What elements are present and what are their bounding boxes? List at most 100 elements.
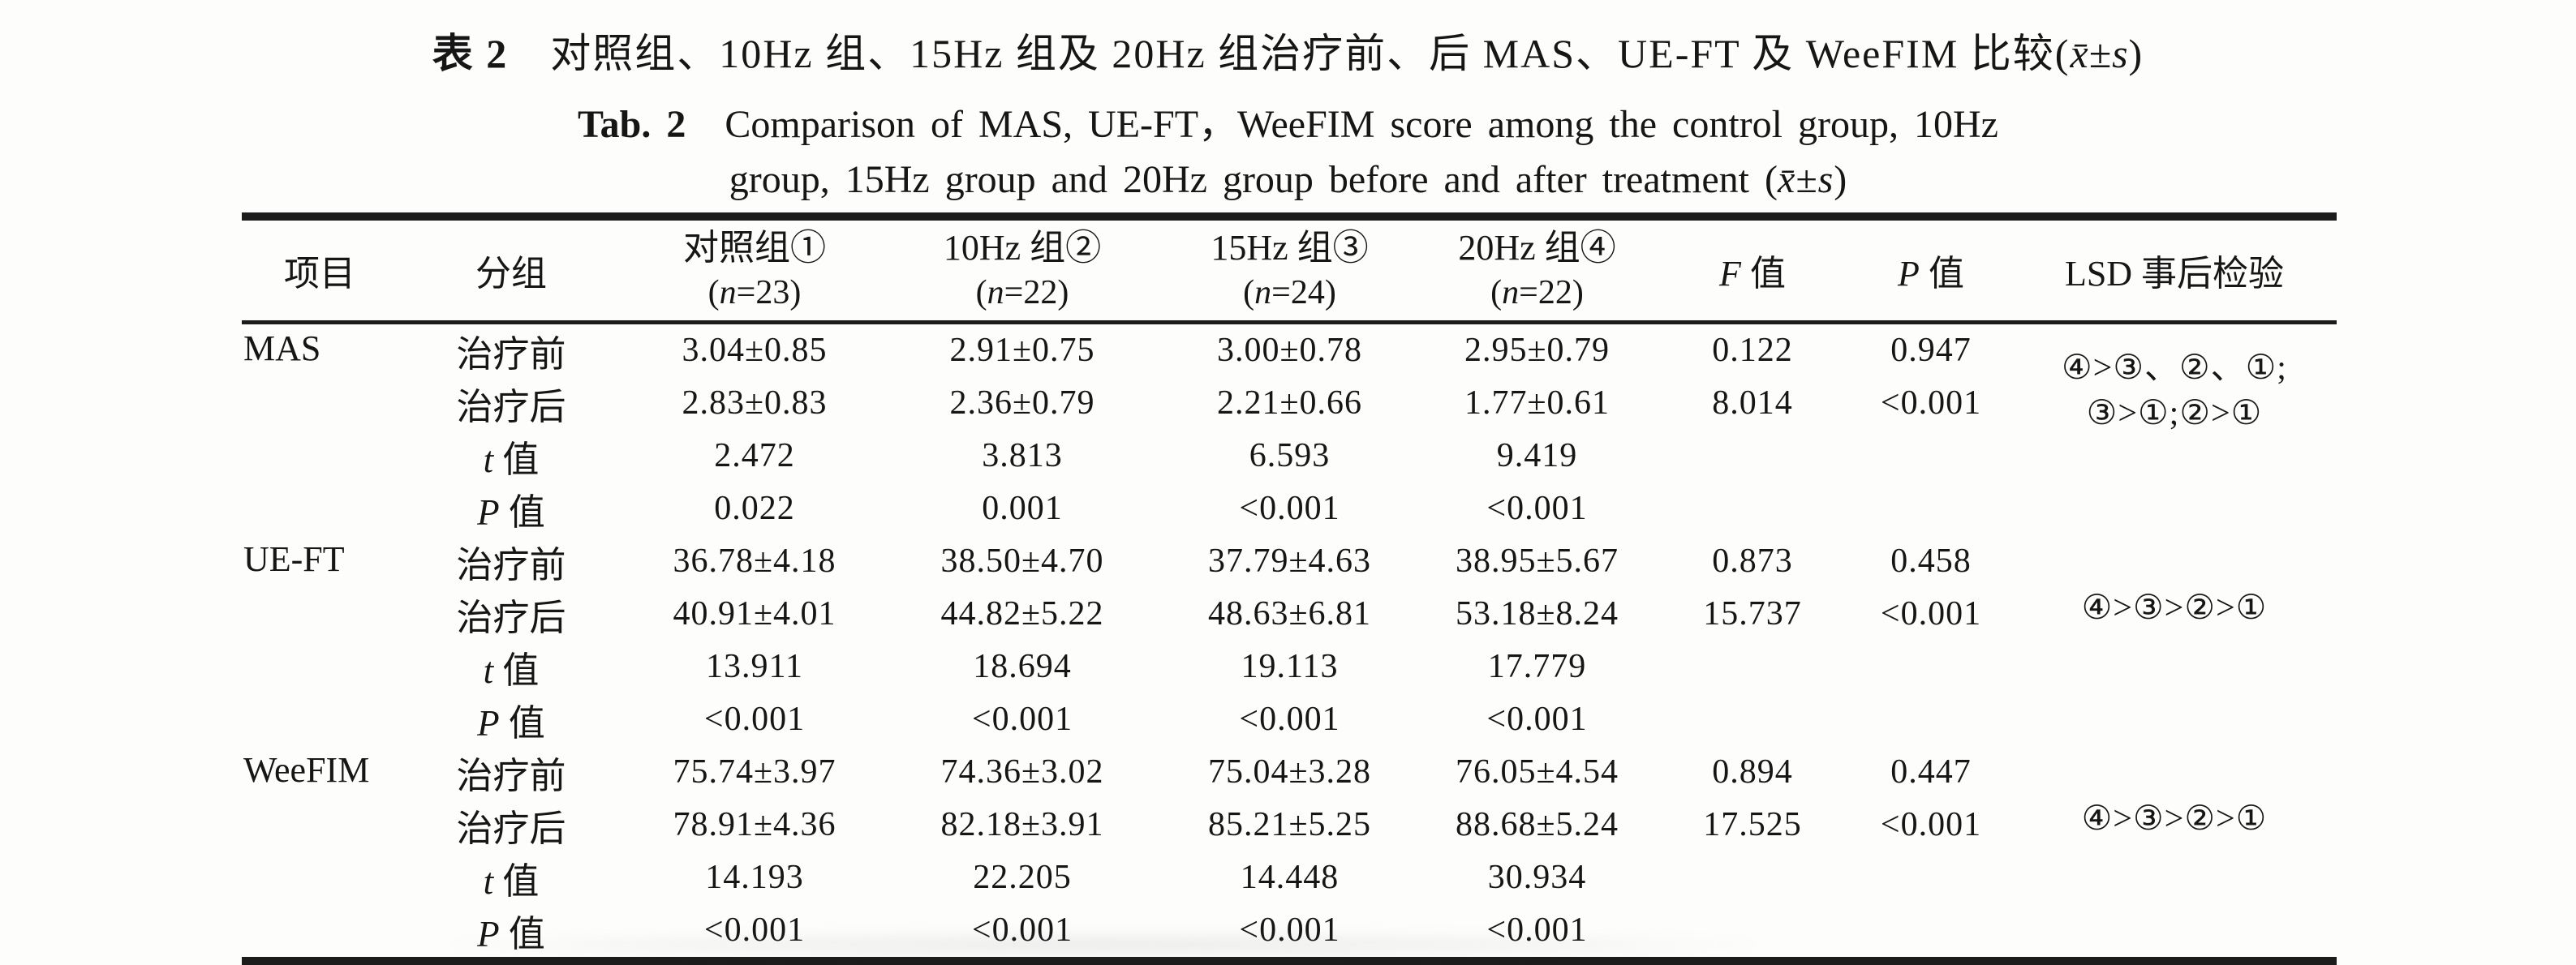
cell-row-label: 治疗后 (456, 808, 566, 849)
cell-row-label: P 值 (477, 913, 545, 954)
cell-value: 2.21±0.66 (1216, 384, 1363, 422)
cell-p-value: 0.458 (1890, 543, 1972, 580)
cell-value: <0.001 (971, 911, 1073, 949)
cell-value: 6.593 (1249, 437, 1331, 474)
cell-item-ueft: UE-FT (243, 538, 345, 579)
table-row: 治疗后 2.83±0.83 2.36±0.79 2.21±0.66 1.77±0… (242, 377, 2337, 430)
cell-p-value (1850, 641, 2012, 693)
cell-f-value (1655, 851, 1850, 904)
cell-value: 2.95±0.79 (1464, 332, 1611, 369)
cell-value: 30.934 (1487, 859, 1587, 896)
cell-lsd-mas: ④>③、②、①; ③>①;②>① (2012, 322, 2337, 535)
col-header-control-n: (n=23) (707, 274, 802, 312)
col-header-20hz-n: (n=22) (1490, 274, 1584, 312)
cell-row-label: P 值 (477, 491, 545, 533)
cell-value: 0.022 (714, 490, 795, 527)
col-header-item: 项目 (242, 217, 398, 324)
cell-value: 48.63±6.81 (1207, 595, 1372, 633)
col-header-control-group: 对照组① (n=23) (625, 217, 884, 324)
comparison-table: 项目 分组 对照组① (n=23) 10Hz 组② (n=22) 15Hz 组③… (242, 212, 2337, 965)
cell-f-value: 15.737 (1703, 595, 1802, 633)
cell-f-value: 0.122 (1712, 332, 1793, 369)
cell-value: 85.21±5.25 (1207, 806, 1372, 843)
cell-f-value (1655, 641, 1850, 693)
cell-value: 88.68±5.24 (1455, 806, 1619, 843)
cell-value: <0.001 (1239, 911, 1340, 949)
cell-row-label: 治疗后 (456, 597, 566, 638)
cell-f-value (1655, 904, 1850, 961)
table-row: UE-FT 治疗前 36.78±4.18 38.50±4.70 37.79±4.… (242, 535, 2337, 627)
table-row: P 值 0.022 0.001 <0.001 <0.001 (242, 482, 2337, 535)
cell-value: 40.91±4.01 (673, 595, 836, 633)
cell-f-value: 17.525 (1703, 806, 1802, 843)
header-row: 项目 分组 对照组① (n=23) 10Hz 组② (n=22) 15Hz 组③… (242, 217, 2337, 324)
cell-value: 38.95±5.67 (1455, 543, 1619, 580)
table-number-en: Tab. 2 (578, 103, 686, 146)
table-row: t 值 14.193 22.205 14.448 30.934 (242, 851, 2337, 904)
cell-value: 75.74±3.97 (673, 753, 836, 791)
cell-p-value (1850, 851, 2012, 904)
cell-value: 2.36±0.79 (949, 384, 1095, 422)
table-title-zh-close: ) (2128, 31, 2144, 76)
cell-p-value: 0.447 (1890, 753, 1972, 791)
cell-row-label: t 值 (483, 860, 540, 902)
cell-value: 14.193 (705, 859, 804, 896)
cell-value: <0.001 (1486, 911, 1588, 949)
cell-p-value (1850, 904, 2012, 961)
table-number-zh: 表 2 (432, 31, 509, 76)
cell-f-value (1655, 482, 1850, 535)
mean-sd-symbol-zh: x̄±s (2070, 31, 2129, 76)
cell-f-value (1655, 430, 1850, 482)
table-row: MAS 治疗前 3.04±0.85 2.91±0.75 3.00±0.78 2.… (242, 322, 2337, 432)
cell-row-label: P 值 (477, 702, 545, 744)
col-header-20hz-group: 20Hz 组④ (n=22) (1419, 217, 1655, 324)
cell-value: 36.78±4.18 (673, 543, 836, 580)
table-row: t 值 13.911 18.694 19.113 17.779 (242, 641, 2337, 693)
comparison-table-container: 项目 分组 对照组① (n=23) 10Hz 组② (n=22) 15Hz 组③… (242, 212, 2337, 965)
cell-row-label: 治疗后 (456, 386, 566, 427)
cell-value: 1.77±0.61 (1464, 384, 1611, 422)
cell-value: 19.113 (1241, 648, 1339, 685)
cell-value: <0.001 (1486, 490, 1588, 527)
table-row: 治疗后 78.91±4.36 82.18±3.91 85.21±5.25 88.… (242, 799, 2337, 851)
cell-value: 37.79±4.63 (1207, 543, 1372, 580)
cell-lsd-ueft: ④>③>②>① (2012, 535, 2337, 746)
table-row: P 值 <0.001 <0.001 <0.001 <0.001 (242, 904, 2337, 961)
cell-p-value: <0.001 (1880, 384, 1982, 422)
cell-value: 9.419 (1496, 437, 1578, 474)
col-header-20hz-name: 20Hz 组④ (1458, 228, 1616, 268)
col-header-f-value: F 值 (1655, 217, 1850, 324)
table-title-zh-text: 对照组、10Hz 组、15Hz 组及 20Hz 组治疗前、后 MAS、UE-FT… (508, 31, 2071, 76)
table-row: 治疗后 40.91±4.01 44.82±5.22 48.63±6.81 53.… (242, 588, 2337, 641)
cell-p-value (1850, 482, 2012, 535)
cell-value: 3.813 (982, 437, 1063, 474)
lsd-line: ④>③>②>① (2081, 800, 2268, 838)
cell-value: 13.911 (706, 648, 803, 685)
cell-value: 44.82±5.22 (940, 595, 1104, 633)
table-title-en-line1: Tab. 2 Comparison of MAS, UE-FT，WeeFIM s… (0, 101, 2576, 149)
cell-f-value: 8.014 (1712, 384, 1793, 422)
cell-f-value (1655, 693, 1850, 746)
col-header-10hz-group: 10Hz 组② (n=22) (884, 217, 1160, 324)
cell-row-label: t 值 (483, 650, 540, 691)
cell-value: 82.18±3.91 (940, 806, 1104, 843)
cell-value: <0.001 (703, 911, 806, 949)
cell-p-value (1850, 430, 2012, 482)
table-title-en-text2: group, 15Hz group and 20Hz group before … (729, 158, 1778, 201)
cell-row-label: t 值 (483, 439, 540, 480)
col-header-15hz-n: (n=24) (1243, 274, 1336, 312)
col-header-lsd: LSD 事后检验 (2012, 217, 2337, 324)
cell-f-value: 0.894 (1712, 753, 1793, 791)
cell-value: 0.001 (982, 490, 1063, 527)
cell-lsd-weefim: ④>③>②>① (2012, 746, 2337, 961)
cell-value: 2.91±0.75 (949, 332, 1095, 369)
cell-value: <0.001 (1239, 701, 1340, 738)
cell-value: 78.91±4.36 (673, 806, 836, 843)
cell-value: <0.001 (703, 701, 806, 738)
table-row: WeeFIM 治疗前 75.74±3.97 74.36±3.02 75.04±3… (242, 746, 2337, 838)
cell-value: 75.04±3.28 (1207, 753, 1372, 791)
cell-row-label: 治疗前 (456, 544, 566, 585)
mean-sd-symbol-en: x̄±s (1777, 158, 1834, 201)
cell-value: 22.205 (973, 859, 1072, 896)
